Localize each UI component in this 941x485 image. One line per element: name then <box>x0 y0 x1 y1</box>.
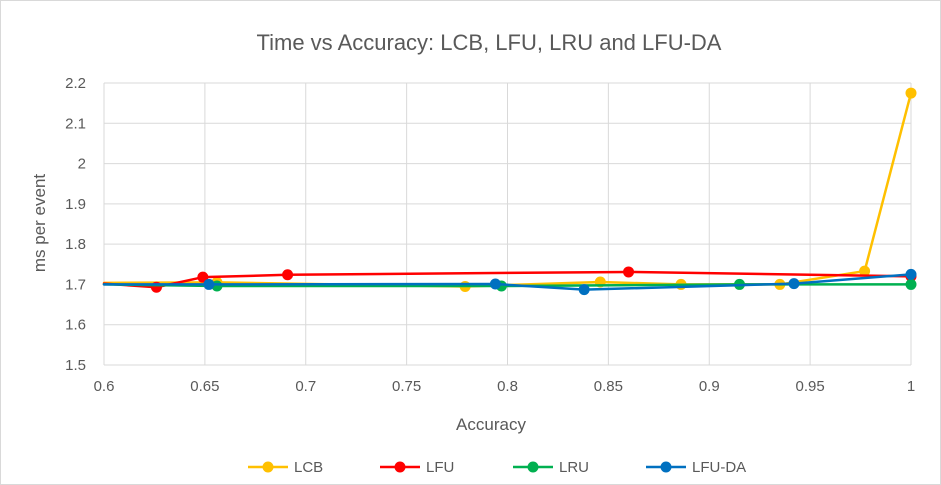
data-point <box>623 266 635 278</box>
y-tick-label: 2.2 <box>65 75 86 92</box>
series-1 <box>102 266 917 293</box>
x-tick-label: 0.7 <box>295 378 316 395</box>
data-point <box>788 278 800 290</box>
series-line <box>102 273 913 291</box>
x-axis-label: Accuracy <box>456 415 526 434</box>
gridlines <box>103 82 912 366</box>
series-line <box>102 270 913 289</box>
y-tick-label: 2.1 <box>65 115 86 132</box>
y-tick-label: 2 <box>78 156 86 173</box>
legend-item: LFU <box>380 459 454 476</box>
legend-label: LCB <box>294 459 323 476</box>
x-tick-label: 0.95 <box>796 378 825 395</box>
legend-marker <box>394 461 406 473</box>
series-3 <box>102 268 917 296</box>
data-point <box>905 278 917 290</box>
y-tick-label: 1.5 <box>65 357 86 374</box>
series-line <box>102 91 913 288</box>
data-point <box>197 271 209 283</box>
y-tick-label: 1.6 <box>65 317 86 334</box>
x-tick-label: 0.75 <box>392 378 421 395</box>
x-tick-label: 0.8 <box>497 378 518 395</box>
legend-label: LRU <box>559 459 589 476</box>
legend-marker <box>527 461 539 473</box>
y-tick-label: 1.8 <box>65 236 86 253</box>
data-point <box>489 278 501 290</box>
x-tick-label: 1 <box>907 378 915 395</box>
series-group <box>102 87 917 296</box>
x-tick-label: 0.9 <box>699 378 720 395</box>
legend-item: LCB <box>248 459 323 476</box>
data-point <box>905 87 917 99</box>
data-point <box>203 278 215 290</box>
tick-labels: 0.6 0.65 0.7 0.75 0.8 0.85 0.9 0.95 1 1.5 1.6 1.7 1.… <box>65 75 915 395</box>
x-tick-label: 0.6 <box>94 378 115 395</box>
data-point <box>282 269 294 281</box>
legend-item: LFU-DA <box>646 459 746 476</box>
data-point <box>578 284 590 296</box>
legend-marker <box>262 461 274 473</box>
data-point <box>859 265 871 277</box>
y-tick-label: 1.9 <box>65 196 86 213</box>
y-tick-label: 1.7 <box>65 276 86 293</box>
legend-label: LFU <box>426 459 454 476</box>
series-0 <box>102 87 917 292</box>
legend-item: LRU <box>513 459 589 476</box>
x-tick-label: 0.65 <box>190 378 219 395</box>
x-tick-label: 0.85 <box>594 378 623 395</box>
chart-title: Time vs Accuracy: LCB, LFU, LRU and LFU-… <box>257 30 722 55</box>
legend-marker <box>660 461 672 473</box>
legend-label: LFU-DA <box>692 459 746 476</box>
legend: LCB LFU LRU LFU-DA <box>248 459 746 476</box>
y-axis-label: ms per event <box>30 174 49 273</box>
data-point <box>905 268 917 280</box>
